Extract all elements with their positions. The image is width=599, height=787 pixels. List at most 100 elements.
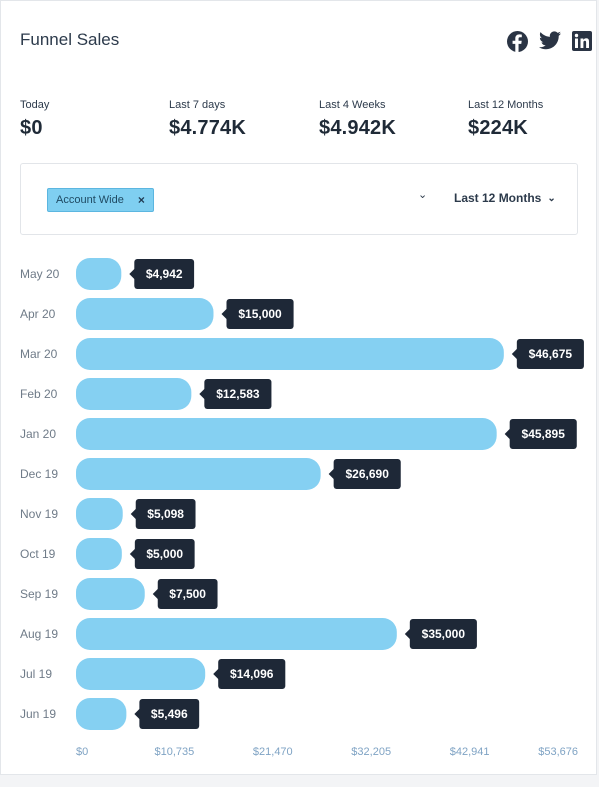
bar[interactable] <box>76 458 321 490</box>
bar[interactable] <box>76 578 145 610</box>
stat-value: $4.942K <box>319 117 397 139</box>
value-tooltip: $46,675 <box>511 339 584 369</box>
bar[interactable] <box>76 258 122 290</box>
data-label: $15,000 <box>238 307 282 321</box>
category-label: Oct 19 <box>20 547 56 561</box>
value-tooltip: $35,000 <box>404 619 477 649</box>
tooltip-arrow <box>511 348 518 360</box>
category-label: May 20 <box>20 267 60 281</box>
value-tooltip: $5,098 <box>130 499 196 529</box>
bar[interactable] <box>76 378 192 410</box>
stat-label: Last 4 Weeks <box>319 99 386 111</box>
category-label: Nov 19 <box>20 507 58 521</box>
chip-remove-icon[interactable]: × <box>137 193 145 207</box>
tooltip-arrow <box>152 588 159 600</box>
tooltip-arrow <box>199 388 206 400</box>
tooltip-box <box>333 459 401 489</box>
tooltip-box <box>204 379 272 409</box>
category-label: Apr 20 <box>20 307 56 321</box>
tooltip-box <box>218 659 286 689</box>
chip-label: Account Wide <box>56 194 124 206</box>
tooltip-arrow <box>130 508 137 520</box>
date-range-label: Last 12 Months <box>454 191 542 205</box>
stat-last-7-days: Last 7 days $4.774K <box>169 99 246 140</box>
data-label: $45,895 <box>522 427 566 441</box>
bar[interactable] <box>76 698 127 730</box>
value-tooltip: $12,583 <box>199 379 272 409</box>
x-tick-label: $0 <box>76 746 88 758</box>
value-tooltip: $5,496 <box>134 699 200 729</box>
tooltip-arrow <box>404 628 411 640</box>
stat-label: Last 7 days <box>169 99 226 111</box>
category-label: Dec 19 <box>20 467 58 481</box>
data-label: $46,675 <box>529 347 573 361</box>
data-label: $5,000 <box>146 547 183 561</box>
bar[interactable] <box>76 338 504 370</box>
category-label: Jul 19 <box>20 667 52 681</box>
date-range-dropdown[interactable]: Last 12 Months ⌄ <box>454 191 556 205</box>
value-tooltip: $7,500 <box>152 579 218 609</box>
tooltip-box <box>135 499 196 529</box>
twitter-icon[interactable] <box>539 31 561 50</box>
x-tick-label: $10,735 <box>155 746 195 758</box>
tooltip-box <box>139 699 200 729</box>
value-tooltip: $5,000 <box>129 539 195 569</box>
stat-value: $224K <box>468 117 528 139</box>
linkedin-icon[interactable] <box>572 31 592 51</box>
chevron-down-icon: ⌄ <box>547 192 556 204</box>
x-tick-label: $53,676 <box>538 746 578 758</box>
x-tick-label: $42,941 <box>450 746 490 758</box>
stat-today: Today $0 <box>20 99 49 140</box>
data-label: $7,500 <box>169 587 206 601</box>
value-tooltip: $26,690 <box>328 459 401 489</box>
bar[interactable] <box>76 418 497 450</box>
data-label: $5,496 <box>151 707 188 721</box>
data-label: $12,583 <box>216 387 260 401</box>
stat-value: $0 <box>20 117 43 139</box>
bar[interactable] <box>76 538 122 570</box>
tooltip-arrow <box>328 468 335 480</box>
category-label: Jun 19 <box>20 707 56 721</box>
stat-last-12-months: Last 12 Months $224K <box>468 99 543 140</box>
category-label: Mar 20 <box>20 347 58 361</box>
data-label: $35,000 <box>422 627 466 641</box>
stat-label: Last 12 Months <box>468 99 544 111</box>
filter-bar: Account Wide × ⌄ Last 12 Months ⌄ <box>20 163 578 235</box>
tooltip-box <box>157 579 218 609</box>
bar[interactable] <box>76 658 206 690</box>
card-title: Funnel Sales <box>20 30 120 49</box>
tooltip-arrow <box>134 708 141 720</box>
tooltip-box <box>226 299 294 329</box>
x-tick-label: $32,205 <box>351 746 391 758</box>
facebook-icon[interactable] <box>507 31 528 52</box>
tooltip-arrow <box>129 268 136 280</box>
tooltip-box <box>509 419 577 449</box>
data-label: $26,690 <box>345 467 389 481</box>
stat-label: Today <box>20 99 50 111</box>
x-tick-label: $21,470 <box>253 746 293 758</box>
category-label: Sep 19 <box>20 587 58 601</box>
category-label: Feb 20 <box>20 387 58 401</box>
scope-dropdown-chevron-icon[interactable]: ⌄ <box>418 189 428 201</box>
data-label: $4,942 <box>146 267 183 281</box>
tooltip-arrow <box>213 668 220 680</box>
account-filter-chip[interactable]: Account Wide × <box>47 188 154 212</box>
data-label: $14,096 <box>230 667 274 681</box>
tooltip-box <box>134 259 195 289</box>
stat-value: $4.774K <box>169 117 247 139</box>
funnel-sales-bar-chart: May 20 $4,942 Apr 20 $15,000 Mar 20 $46,675 Fe… <box>20 258 584 758</box>
stat-last-4-weeks: Last 4 Weeks $4.942K <box>319 99 396 140</box>
bar[interactable] <box>76 298 214 330</box>
data-label: $5,098 <box>147 507 184 521</box>
value-tooltip: $45,895 <box>504 419 577 449</box>
category-label: Jan 20 <box>20 427 56 441</box>
category-label: Aug 19 <box>20 627 58 641</box>
tooltip-arrow <box>221 308 228 320</box>
value-tooltip: $15,000 <box>221 299 294 329</box>
bar[interactable] <box>76 498 123 530</box>
tooltip-arrow <box>504 428 511 440</box>
tooltip-arrow <box>129 548 136 560</box>
bar[interactable] <box>76 618 397 650</box>
tooltip-box <box>134 539 195 569</box>
